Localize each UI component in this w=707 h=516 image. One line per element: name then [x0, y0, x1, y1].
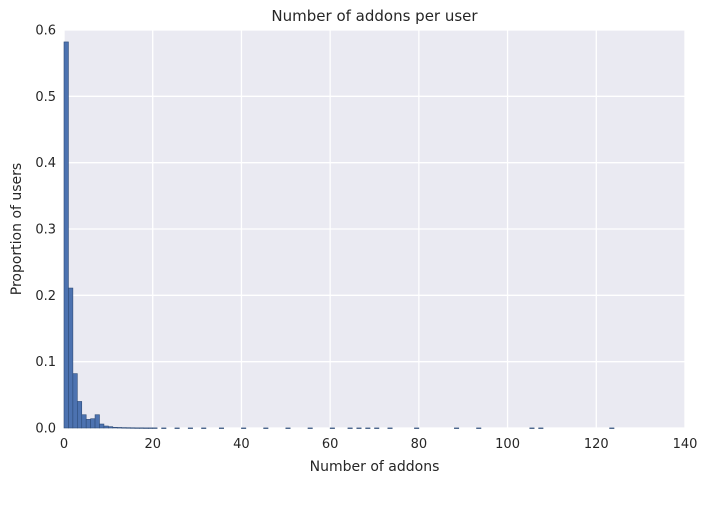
histogram-bar-3	[77, 401, 83, 429]
histogram-bar-9	[103, 425, 109, 429]
histogram-bar-1	[68, 287, 74, 429]
histogram-bar-35	[387, 427, 393, 429]
histogram-bar-16	[134, 427, 140, 429]
y-axis-ticks: 0.0 0.1 0.2 0.3 0.4 0.5 0.6	[35, 24, 56, 437]
histogram-bar-33	[365, 427, 371, 429]
histogram-bar-28	[285, 427, 291, 429]
histogram-bar-7	[94, 414, 100, 429]
histogram-bar-17	[139, 427, 145, 429]
histogram-bar-24	[201, 427, 207, 429]
histogram-bar-23	[187, 427, 193, 429]
histogram-bar-11	[112, 427, 118, 429]
y-tick-label-4: 0.4	[35, 156, 56, 171]
histogram-bar-13	[121, 427, 127, 429]
x-tick-label-0: 0	[60, 437, 68, 452]
y-axis-label: Proportion of users	[9, 163, 25, 295]
y-tick-label-1: 0.1	[35, 355, 56, 370]
x-tick-label-5: 100	[495, 437, 520, 452]
histogram-bar-29	[307, 427, 313, 429]
histogram-bar-12	[116, 427, 122, 429]
x-tick-label-6: 120	[584, 437, 609, 452]
histogram-bar-8	[99, 423, 105, 429]
x-tick-label-2: 40	[233, 437, 250, 452]
histogram-bar-30	[329, 427, 335, 429]
histogram-bar-15	[130, 427, 136, 429]
y-tick-label-2: 0.2	[35, 289, 56, 304]
histogram-bar-10	[108, 426, 114, 429]
histogram-bars	[63, 41, 615, 429]
histogram-bar-25	[218, 427, 224, 429]
histogram-bar-36	[414, 427, 420, 429]
histogram-bar-6	[90, 418, 96, 429]
histogram-bar-37	[454, 427, 460, 429]
histogram-bar-26	[241, 427, 247, 429]
histogram-bar-22	[174, 427, 180, 429]
x-axis-ticks: 0 20 40 60 80 100 120 140	[60, 437, 698, 452]
histogram-bar-41	[609, 427, 615, 429]
x-tick-label-7: 140	[673, 437, 698, 452]
histogram-bar-5	[85, 419, 91, 429]
histogram-bar-32	[356, 427, 362, 429]
histogram-bar-31	[347, 427, 353, 429]
histogram-bar-39	[529, 427, 535, 429]
histogram-bar-34	[374, 427, 380, 429]
histogram-bar-40	[538, 427, 544, 429]
histogram-bar-0	[63, 41, 69, 429]
y-tick-label-5: 0.5	[35, 90, 56, 105]
chart-title: Number of addons per user	[271, 7, 478, 25]
histogram-bar-21	[161, 427, 167, 429]
y-tick-label-3: 0.3	[35, 223, 56, 238]
x-tick-label-3: 60	[322, 437, 339, 452]
histogram-bar-19	[147, 427, 154, 429]
x-tick-label-4: 80	[411, 437, 428, 452]
x-tick-label-1: 20	[144, 437, 161, 452]
histogram-bar-20	[152, 427, 158, 429]
histogram-bar-2	[72, 373, 78, 429]
histogram-bar-4	[81, 414, 87, 429]
histogram-bar-38	[476, 427, 482, 429]
x-axis-label: Number of addons	[310, 459, 440, 475]
histogram-bar-27	[263, 427, 269, 429]
histogram-bar-14	[125, 427, 131, 429]
histogram-bar-18	[143, 427, 149, 429]
y-tick-label-6: 0.6	[35, 24, 56, 39]
grid-lines	[63, 29, 686, 429]
y-tick-label-0: 0.0	[35, 422, 56, 437]
